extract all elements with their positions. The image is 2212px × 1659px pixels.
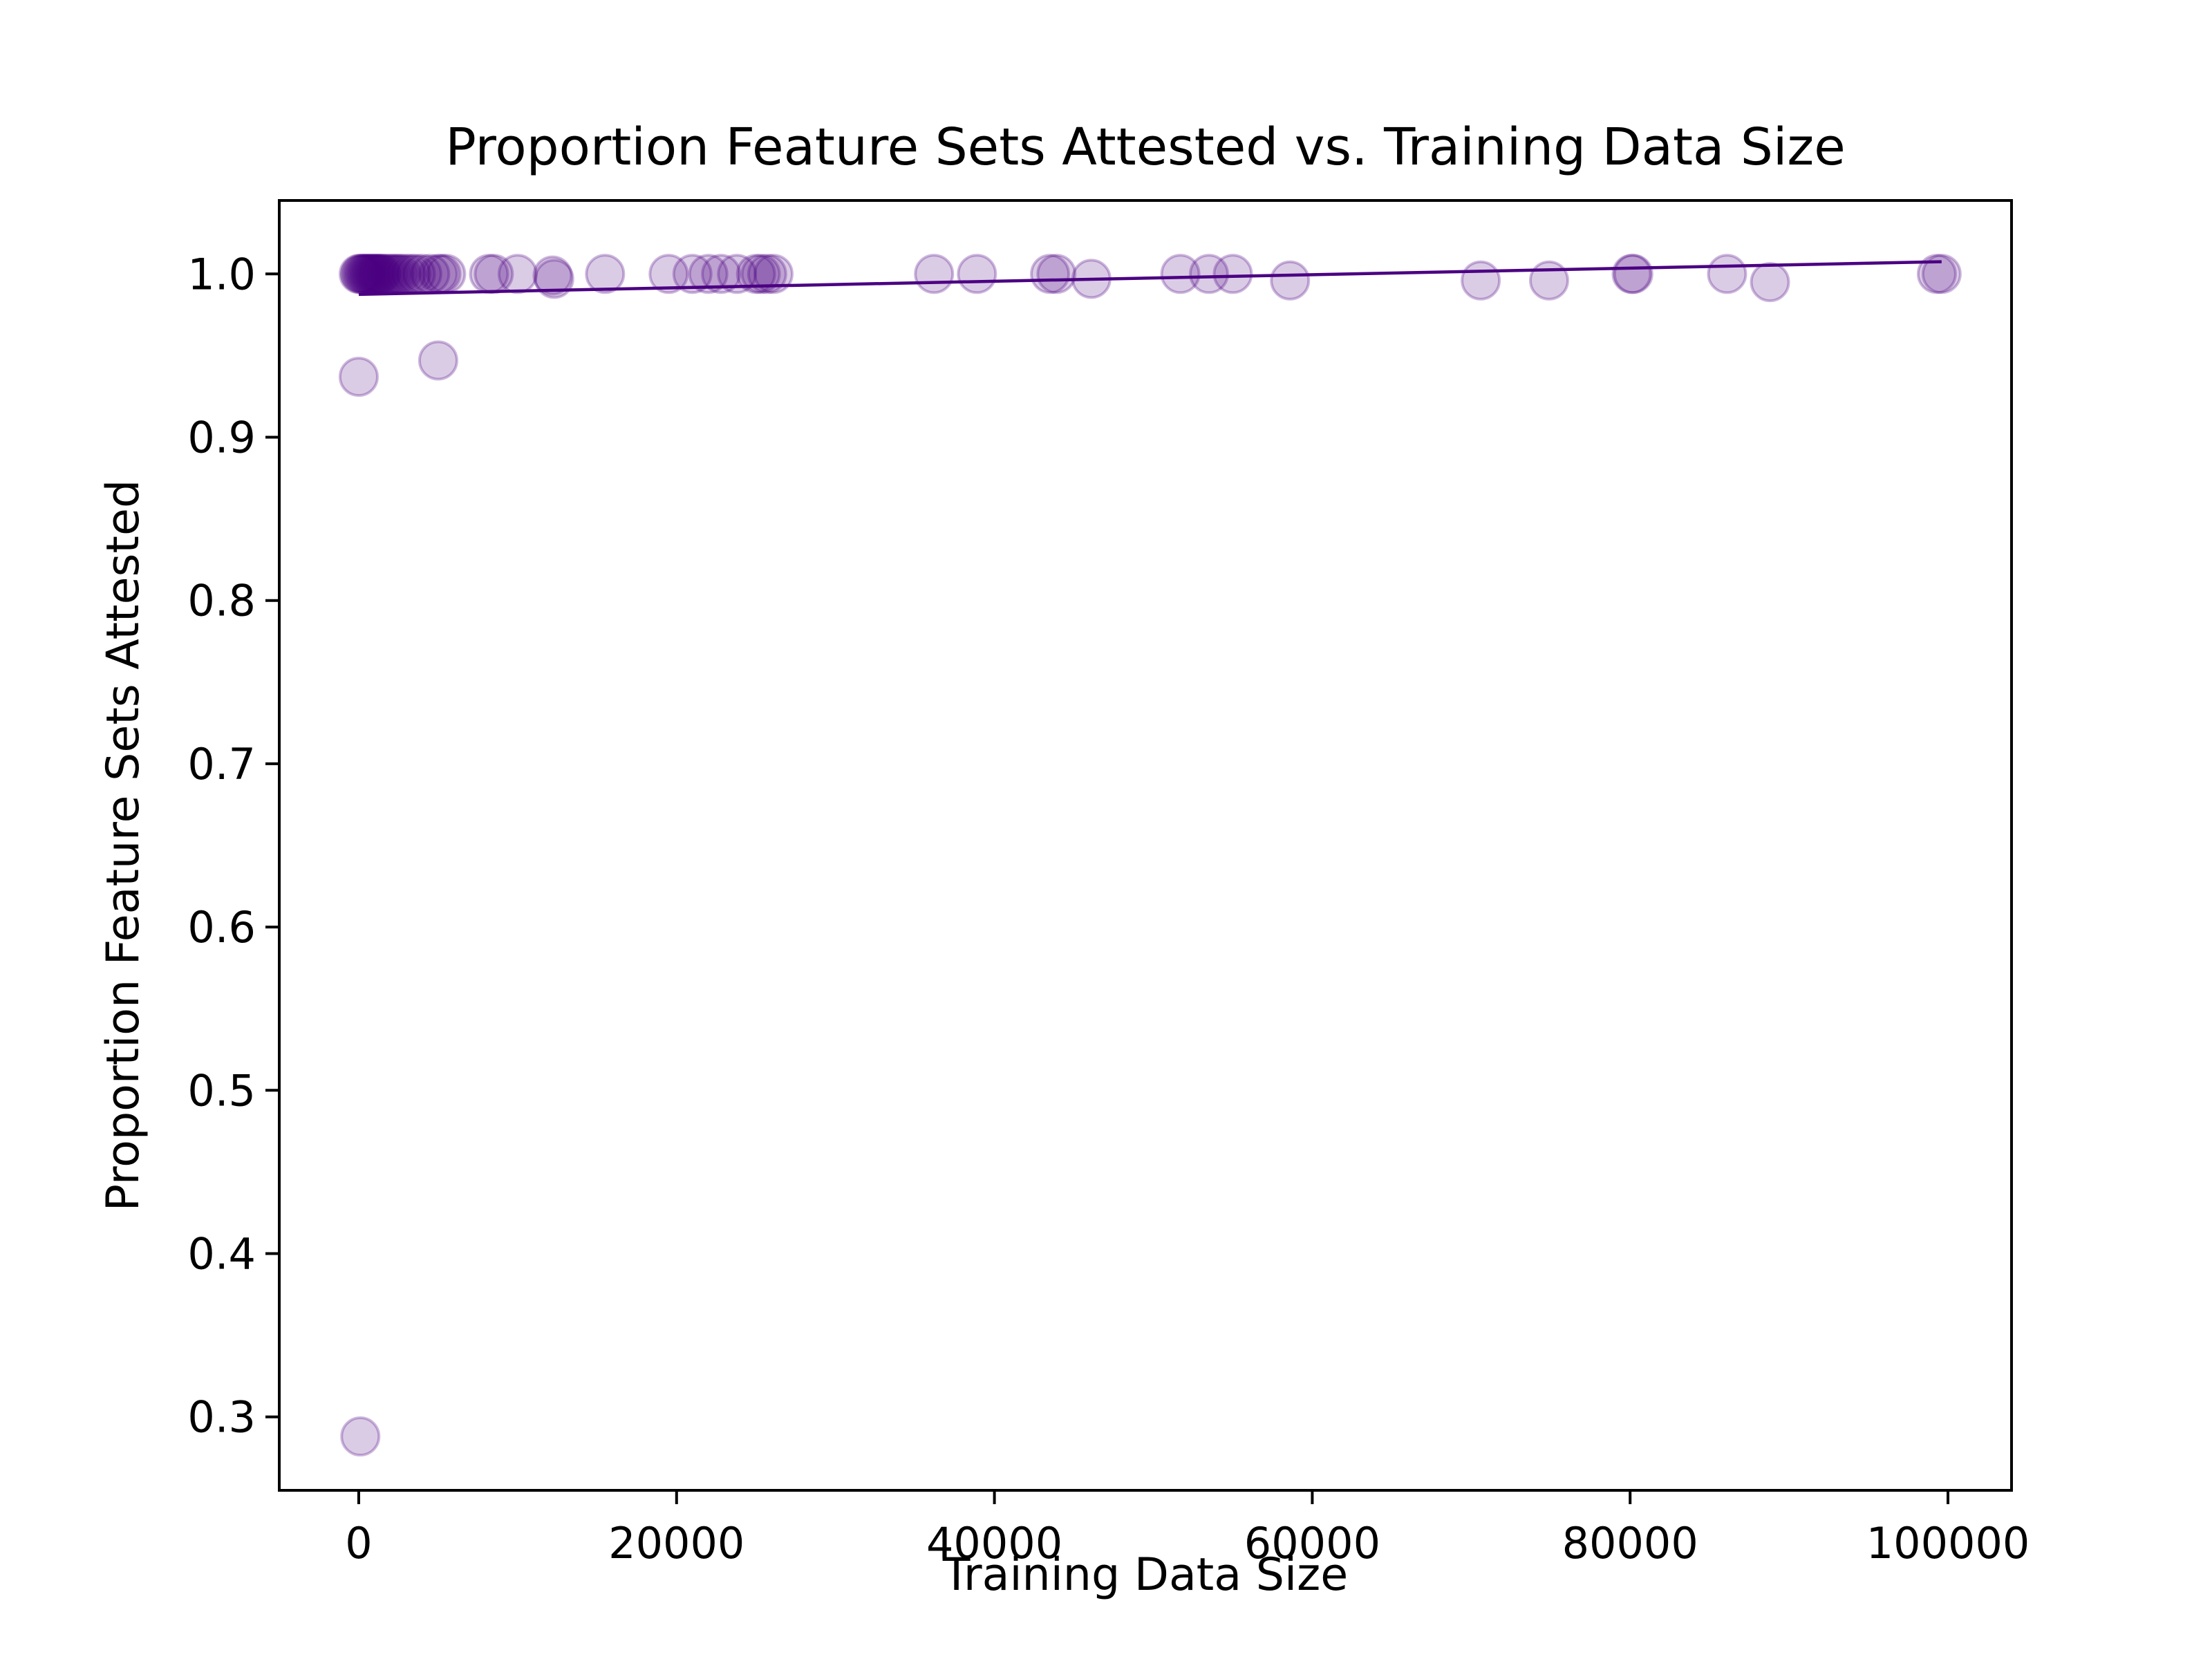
data-point	[343, 254, 384, 294]
x-tick-label: 20000	[608, 1518, 744, 1568]
data-point	[1030, 254, 1071, 294]
data-point	[1707, 254, 1747, 294]
data-point	[1160, 254, 1201, 294]
data-point	[1036, 254, 1077, 294]
x-tick-label: 80000	[1562, 1518, 1698, 1568]
data-point	[585, 254, 626, 294]
plot-frame	[278, 199, 2013, 1492]
y-axis: 0.3 0.4 0.5 0.6 0.7 0.8 0.9 1.0	[187, 249, 279, 1443]
y-tick-label: 0.9	[187, 412, 256, 462]
data-point	[735, 254, 776, 294]
data-point	[740, 254, 781, 294]
data-point	[701, 254, 742, 294]
y-tick-label: 1.0	[187, 249, 256, 299]
data-point	[1270, 260, 1311, 301]
data-point	[340, 254, 381, 294]
y-tick-label: 0.6	[187, 902, 256, 953]
x-tick-label: 0	[345, 1518, 372, 1568]
y-tick-label: 0.3	[187, 1392, 256, 1443]
data-point	[1916, 254, 1957, 294]
data-point	[957, 254, 997, 294]
data-point	[345, 254, 386, 294]
data-point	[1188, 254, 1229, 294]
x-tick-label: 40000	[926, 1518, 1062, 1568]
y-tick-label: 0.8	[187, 576, 256, 626]
data-point	[532, 255, 573, 296]
x-axis-label: Training Data Size	[942, 1549, 1348, 1601]
data-point	[338, 357, 379, 397]
data-point	[418, 340, 458, 381]
data-point	[914, 254, 955, 294]
data-point	[1528, 260, 1569, 301]
data-point	[1212, 254, 1253, 294]
data-point	[753, 254, 794, 294]
data-point	[497, 254, 538, 294]
y-tick-label: 0.7	[187, 739, 256, 789]
x-axis: 0 20000 40000 60000 80000 100000	[345, 1490, 2030, 1568]
data-point	[426, 254, 467, 294]
trend-line	[358, 260, 1942, 297]
data-point	[672, 254, 713, 294]
data-point	[717, 254, 758, 294]
data-point	[1750, 262, 1790, 303]
y-axis-label: Proportion Feature Sets Attested	[97, 480, 149, 1211]
data-point	[648, 254, 689, 294]
data-point	[1611, 254, 1652, 294]
data-point	[1461, 260, 1501, 301]
data-point	[340, 1416, 381, 1457]
y-tick-label: 0.4	[187, 1229, 256, 1280]
data-point	[1921, 254, 1962, 294]
x-tick-label: 100000	[1866, 1518, 2030, 1568]
data-point	[747, 254, 787, 294]
data-point	[346, 254, 387, 294]
chart-title: Proportion Feature Sets Attested vs. Tra…	[445, 118, 1846, 177]
x-tick-label: 60000	[1244, 1518, 1380, 1568]
data-point	[534, 259, 574, 299]
data-point	[341, 254, 382, 294]
data-point	[1613, 254, 1653, 294]
data-point	[688, 254, 729, 294]
plot-area	[338, 254, 1962, 1457]
data-point	[338, 254, 379, 294]
y-tick-label: 0.5	[187, 1065, 256, 1116]
